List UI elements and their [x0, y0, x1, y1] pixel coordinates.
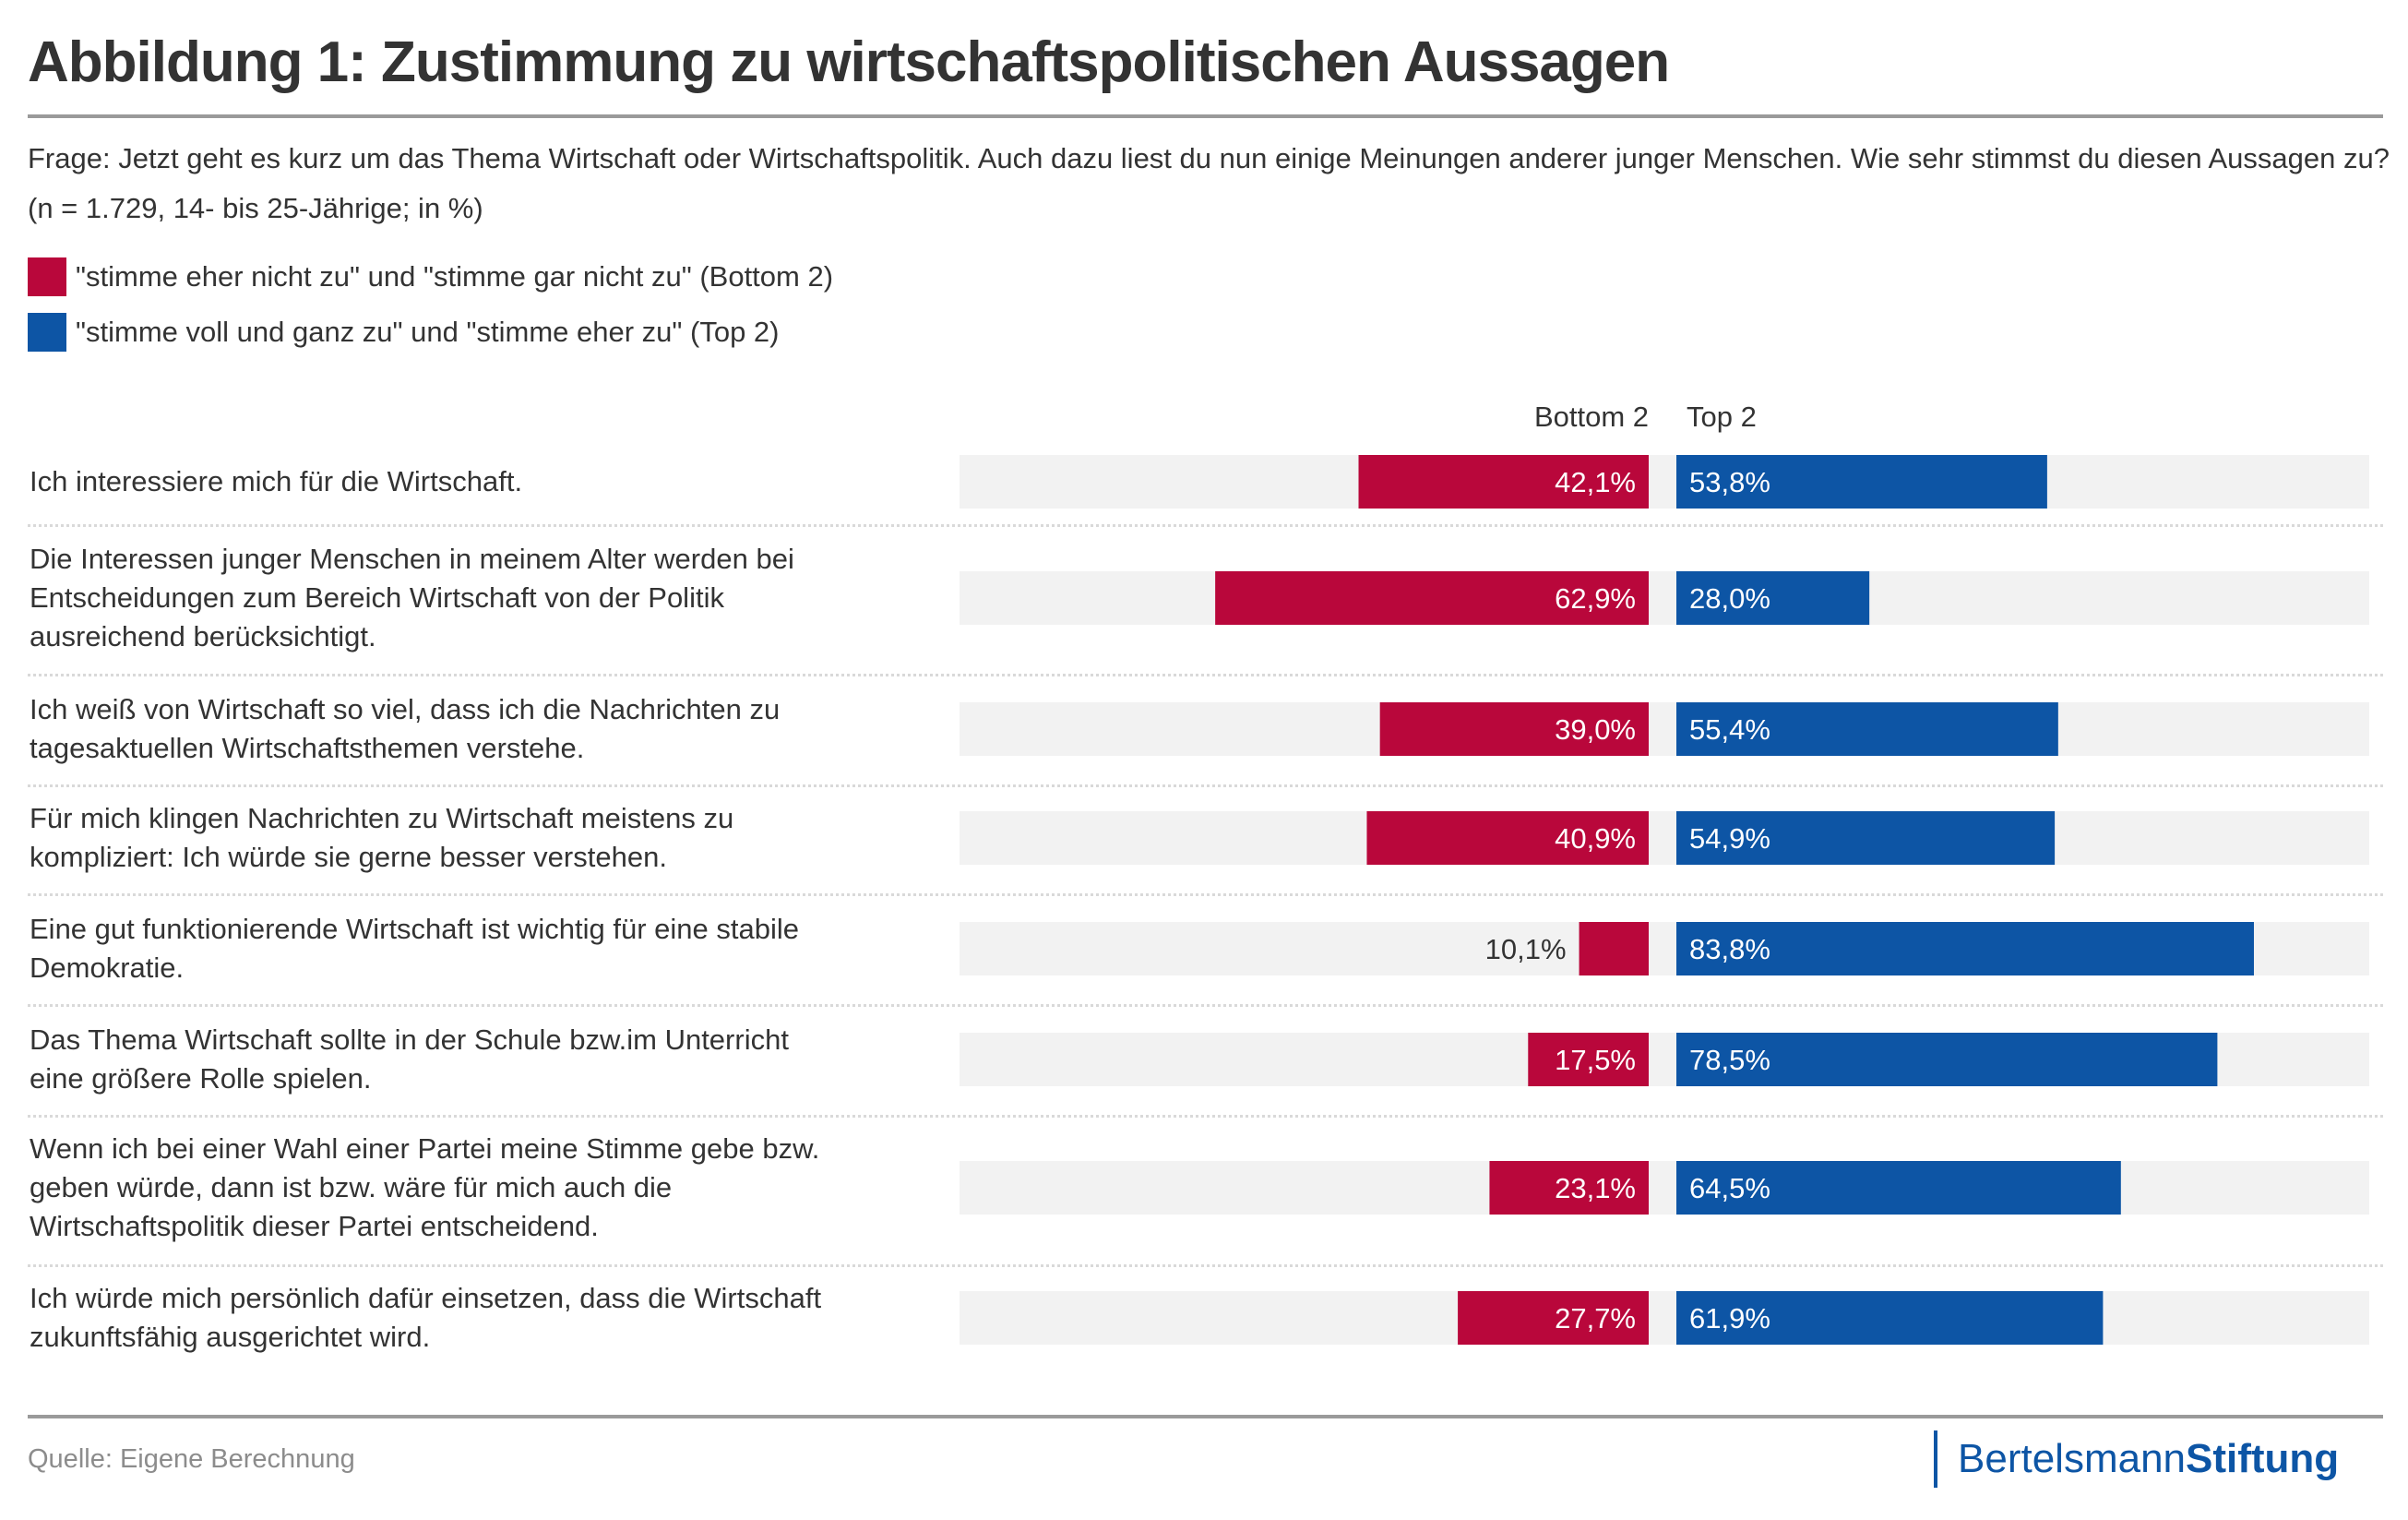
bertelsmann-stiftung-logo: Bertelsmann Stiftung	[1934, 1430, 2339, 1488]
category-label: Eine gut funktionierende Wirtschaft ist …	[30, 910, 943, 987]
bar-track	[960, 811, 2369, 865]
bar-top2	[1676, 1291, 2104, 1345]
bar-track	[960, 455, 2369, 509]
chart-title: Abbildung 1: Zustimmung zu wirtschaftspo…	[28, 30, 1670, 94]
row-divider	[28, 1264, 2383, 1267]
legend-swatch-top2	[28, 313, 66, 352]
category-label-line: kompliziert: Ich würde sie gerne besser …	[30, 841, 667, 873]
category-label-line: Das Thema Wirtschaft sollte in der Schul…	[30, 1023, 789, 1056]
bar-top2	[1676, 1033, 2218, 1086]
data-label-top2: 55,4%	[1689, 713, 1770, 746]
bar-bottom2	[1379, 702, 1649, 756]
bar-bottom2	[1528, 1033, 1649, 1086]
footer-divider	[28, 1415, 2383, 1418]
logo-text-bold: Stiftung	[2186, 1436, 2340, 1481]
category-label-line: Wenn ich bei einer Wahl einer Partei mei…	[30, 1132, 820, 1165]
bar-bottom2	[1366, 811, 1649, 865]
data-label-bottom2: 27,7%	[1555, 1302, 1636, 1334]
data-label-top2: 78,5%	[1689, 1044, 1770, 1076]
data-label-bottom2: 39,0%	[1555, 713, 1636, 746]
legend-label-top2: "stimme voll und ganz zu" und "stimme eh…	[76, 316, 780, 348]
row-divider	[28, 1115, 2383, 1118]
legend-item-bottom2: "stimme eher nicht zu" und "stimme gar n…	[28, 257, 833, 296]
category-label-line: Eine gut funktionierende Wirtschaft ist …	[30, 913, 799, 945]
bar-track	[960, 1161, 2369, 1215]
legend-swatch-bottom2	[28, 257, 66, 296]
data-label-bottom2: 42,1%	[1555, 466, 1636, 498]
data-label-top2: 53,8%	[1689, 466, 1770, 498]
bar-bottom2	[1458, 1291, 1649, 1345]
data-label-bottom2: 23,1%	[1555, 1172, 1636, 1204]
category-label: Für mich klingen Nachrichten zu Wirtscha…	[30, 799, 943, 877]
category-label-line: tagesaktuellen Wirtschaftsthemen versteh…	[30, 732, 585, 764]
category-label: Wenn ich bei einer Wahl einer Partei mei…	[30, 1130, 943, 1246]
category-label: Das Thema Wirtschaft sollte in der Schul…	[30, 1021, 943, 1098]
row-divider	[28, 674, 2383, 676]
category-label-line: Ich interessiere mich für die Wirtschaft…	[30, 465, 523, 497]
category-label-line: Demokratie.	[30, 951, 185, 984]
column-header-bottom2: Bottom 2	[1533, 401, 1649, 433]
category-label: Ich weiß von Wirtschaft so viel, dass ic…	[30, 690, 943, 768]
category-label-line: Entscheidungen zum Bereich Wirtschaft vo…	[30, 581, 724, 614]
category-label-line: Für mich klingen Nachrichten zu Wirtscha…	[30, 802, 734, 834]
bar-bottom2	[1215, 571, 1649, 625]
data-label-bottom2: 17,5%	[1555, 1044, 1636, 1076]
logo-text-regular: Bertelsmann	[1958, 1436, 2187, 1481]
data-label-bottom2: 62,9%	[1555, 582, 1636, 615]
data-label-top2: 64,5%	[1689, 1172, 1770, 1204]
bar-top2	[1676, 571, 1870, 625]
data-label-bottom2: 10,1%	[1485, 933, 1567, 965]
bar-bottom2	[1489, 1161, 1649, 1215]
row-divider	[28, 1004, 2383, 1007]
data-label-bottom2: 40,9%	[1555, 822, 1636, 855]
category-label-line: Ich würde mich persönlich dafür einsetze…	[30, 1282, 822, 1314]
bar-top2	[1676, 455, 2047, 509]
bar-top2	[1676, 922, 2254, 975]
category-label-line: Die Interessen junger Menschen in meinem…	[30, 543, 794, 575]
bar-top2	[1676, 702, 2058, 756]
bar-bottom2	[1358, 455, 1649, 509]
data-label-top2: 28,0%	[1689, 582, 1770, 615]
category-label: Die Interessen junger Menschen in meinem…	[30, 540, 943, 656]
column-header-top2: Top 2	[1687, 401, 1757, 433]
category-label: Ich würde mich persönlich dafür einsetze…	[30, 1279, 943, 1357]
row-divider	[28, 893, 2383, 896]
category-label-line: geben würde, dann ist bzw. wäre für mich…	[30, 1171, 673, 1203]
bar-track	[960, 702, 2369, 756]
title-divider	[28, 114, 2383, 118]
question-text: Frage: Jetzt geht es kurz um das Thema W…	[28, 142, 2390, 224]
data-label-top2: 54,9%	[1689, 822, 1770, 855]
bar-track	[960, 1291, 2369, 1345]
bar-bottom2	[1579, 922, 1649, 975]
data-label-top2: 61,9%	[1689, 1302, 1770, 1334]
row-divider	[28, 524, 2383, 527]
category-label-line: Wirtschaftspolitik dieser Partei entsche…	[30, 1210, 599, 1242]
source-note: Quelle: Eigene Berechnung	[28, 1444, 355, 1474]
bar-top2	[1676, 1161, 2121, 1215]
row-divider	[28, 784, 2383, 787]
bar-top2	[1676, 811, 2056, 865]
bar-track	[960, 571, 2369, 625]
category-label-line: ausreichend berücksichtigt.	[30, 620, 376, 652]
legend-label-bottom2: "stimme eher nicht zu" und "stimme gar n…	[76, 260, 834, 293]
category-label-line: zukunftsfähig ausgerichtet wird.	[30, 1321, 431, 1353]
category-label-line: Ich weiß von Wirtschaft so viel, dass ic…	[30, 693, 781, 725]
data-label-top2: 83,8%	[1689, 933, 1770, 965]
category-label-line: eine größere Rolle spielen.	[30, 1062, 372, 1095]
legend-item-top2: "stimme voll und ganz zu" und "stimme eh…	[28, 313, 780, 352]
category-label: Ich interessiere mich für die Wirtschaft…	[30, 462, 943, 501]
